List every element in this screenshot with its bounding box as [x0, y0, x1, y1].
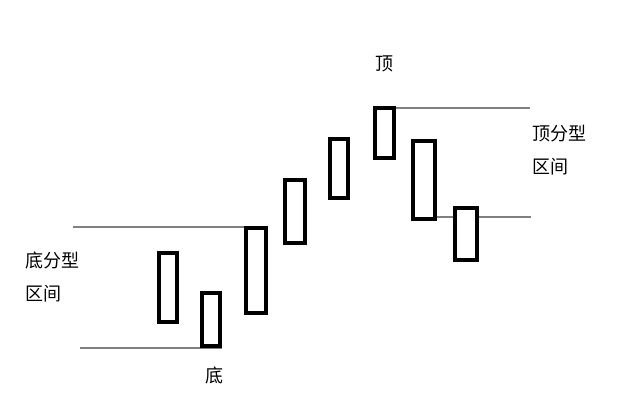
candle-7 [411, 139, 437, 221]
candle-4 [283, 178, 307, 245]
candle-8 [453, 206, 479, 262]
bottom-fractal-label-line2: 区间 [25, 284, 61, 305]
top-label: 顶 [375, 54, 393, 75]
bottom-label: 底 [205, 366, 223, 387]
candle-3 [244, 226, 268, 315]
top-fractal-label-line1: 顶分型 [532, 124, 586, 145]
bottom-fractal-label-line1: 底分型 [25, 251, 79, 272]
candle-5 [328, 137, 350, 200]
candle-6-top [373, 106, 396, 160]
candle-2-bottom [200, 291, 222, 348]
top-fractal-label-line2: 区间 [532, 157, 568, 178]
candle-1 [157, 251, 179, 324]
